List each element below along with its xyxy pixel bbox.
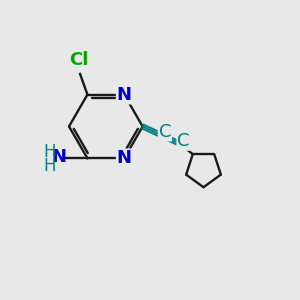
Text: C: C [159,123,171,141]
Text: N: N [117,149,132,167]
Text: Cl: Cl [69,51,88,69]
Text: C: C [177,132,190,150]
Text: N: N [117,85,132,103]
Text: H: H [44,143,56,161]
Text: H: H [44,157,56,175]
Text: N: N [51,148,66,166]
